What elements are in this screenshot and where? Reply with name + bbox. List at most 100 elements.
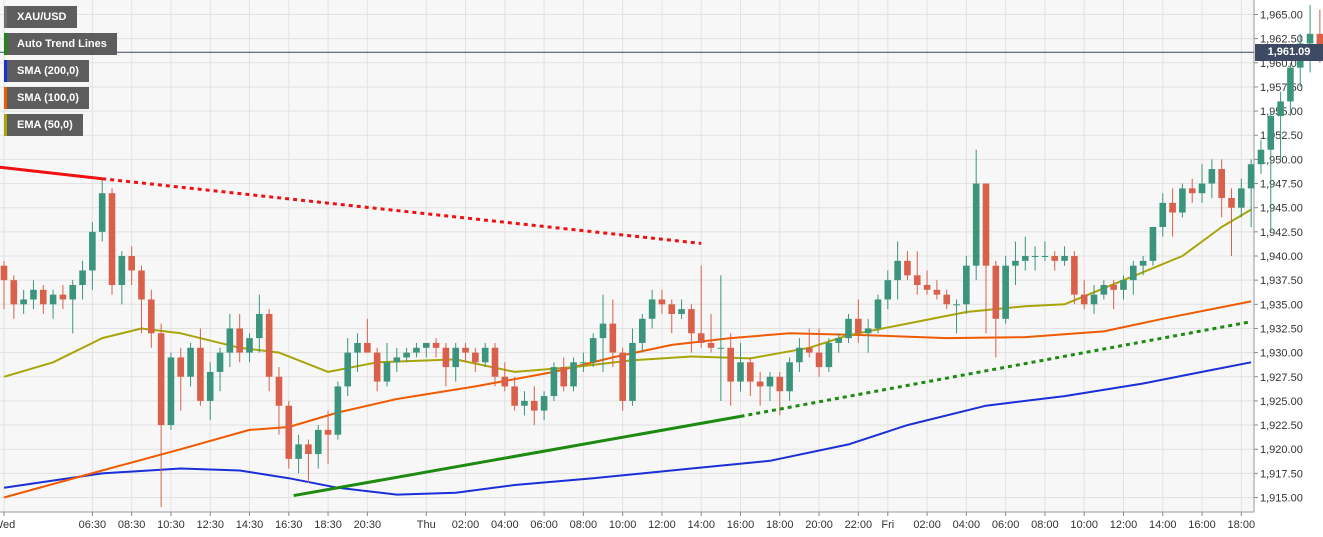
candle-body [324,429,332,435]
candle-down [904,251,911,281]
candle-up [1130,260,1137,295]
candle-body [756,381,764,387]
candle-body [825,342,833,368]
legend-item-ema50[interactable]: EMA (50,0) [4,114,83,136]
candle-body [491,347,499,377]
legend-label: EMA (50,0) [17,119,73,131]
candle-body [216,352,224,372]
y-tick-label: 1,945.00 [1260,203,1303,215]
candle-up [570,357,577,392]
candle-up [972,149,980,281]
candle-up [894,241,901,300]
candle-down [913,251,921,295]
candle-up [540,391,548,421]
candle-up [216,347,224,392]
candle-down [609,299,617,368]
candle-up [580,352,587,372]
legend-item-sma200[interactable]: SMA (200,0) [4,60,89,82]
candle-body [285,405,293,459]
candle-up [963,256,970,314]
y-tick-label: 1,930.00 [1260,348,1303,360]
candle-body [1228,198,1235,208]
x-tick-label: Thu [417,519,436,531]
candle-body [1247,164,1255,189]
candle-up [864,318,872,353]
candle-body [1031,256,1039,257]
candle-body [747,362,754,382]
x-tick-label: 12:00 [648,519,676,531]
candle-body [265,313,273,377]
y-tick-label: 1,940.00 [1260,251,1303,263]
candle-body [138,270,145,300]
legend-item-trend-lines[interactable]: Auto Trend Lines [4,33,117,55]
candle-down [108,188,116,295]
candle-body [835,338,842,343]
candle-down [285,400,293,469]
candle-down [982,183,990,334]
candle-down [747,357,754,397]
candle-up [589,333,597,368]
candle-body [0,265,8,281]
y-tick-label: 1,922.50 [1260,420,1303,432]
candle-body [570,362,577,387]
candle-body [98,193,106,232]
candle-up [1031,246,1039,271]
candle-down [727,333,734,406]
candle-down [138,265,145,334]
candle-up [1287,62,1294,116]
legend-swatch [4,114,7,136]
candle-up [1100,280,1108,300]
candle-up [334,381,342,440]
candle-up [717,275,725,401]
candle-up [1120,275,1127,300]
legend-item-sma100[interactable]: SMA (100,0) [4,87,89,109]
candle-down [805,328,813,358]
candle-body [167,357,175,426]
candle-body [39,289,47,305]
candle-up [678,299,685,319]
candle-body [1257,149,1265,165]
candle-up [825,338,833,372]
candle-down [364,318,371,353]
candle-body [1208,169,1216,184]
candle-body [226,328,234,353]
candle-up [1306,4,1314,73]
candle-up [1257,140,1265,174]
candle-body [796,347,803,363]
x-tick-label: 16:00 [1188,519,1216,531]
candle-up [884,270,892,310]
candle-up [118,251,126,305]
candle-down [324,410,332,464]
candle-up [1159,193,1167,237]
x-tick-label: 02:00 [913,519,941,531]
y-tick-label: 1,950.00 [1260,154,1303,166]
y-tick-label: 1,927.50 [1260,372,1303,384]
candle-body [953,304,960,306]
candle-body [354,342,361,353]
resistance-trend-line-solid [0,165,103,181]
legend-item-symbol[interactable]: XAU/USD [4,6,77,28]
candle-down [305,439,312,484]
candle-down [923,270,931,295]
candle-down [10,275,18,319]
candle-up [167,352,175,430]
x-tick-label: 08:00 [570,519,598,531]
candle-down [1110,280,1117,310]
x-tick-label: 14:30 [236,519,264,531]
candle-body [845,318,852,339]
candle-up [835,333,842,353]
legend-swatch [4,33,7,55]
candle-body [815,352,823,368]
candle-body [275,376,283,406]
candle-body [1267,115,1275,150]
candle-body [1071,256,1078,295]
candle-body [1238,188,1245,208]
candle-body [1130,265,1137,281]
support-trend-line-dotted [740,320,1252,418]
candle-up [314,425,322,469]
candle-up [20,289,27,314]
candle-body [1316,33,1323,49]
candle-body [904,260,911,276]
legend-label: SMA (100,0) [17,92,79,104]
